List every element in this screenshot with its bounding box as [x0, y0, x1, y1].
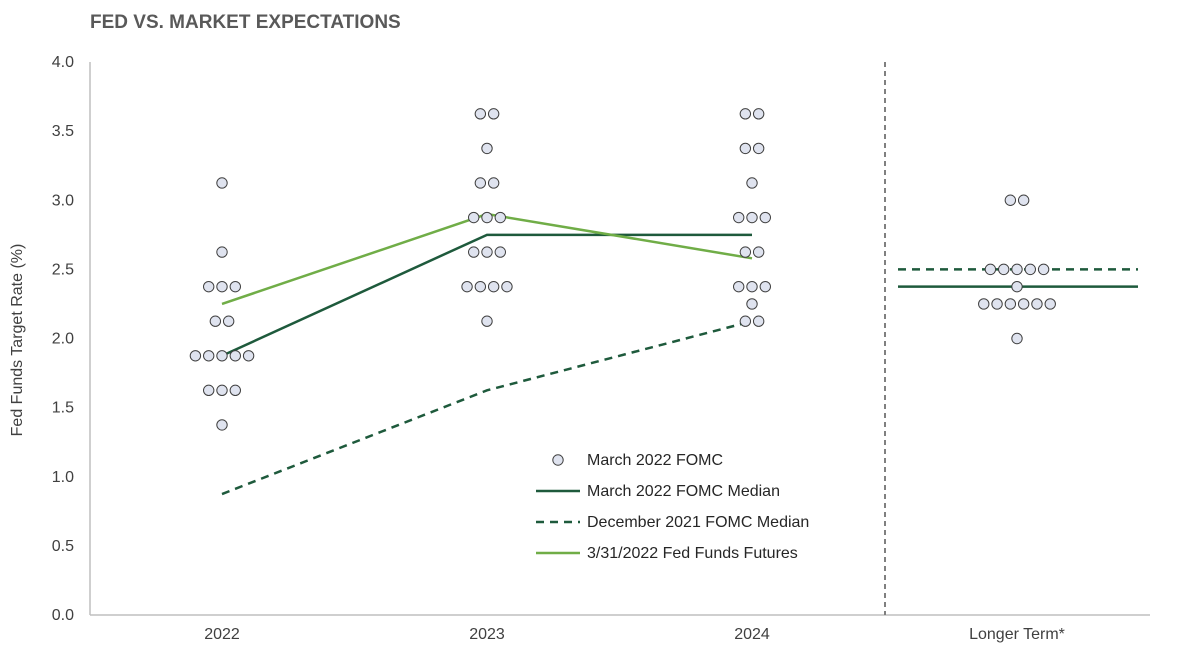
fomc-dot: [474, 177, 487, 189]
fomc-dot: [739, 108, 752, 120]
fomc-dots: [189, 108, 1056, 431]
fomc-dot: [733, 211, 745, 224]
fomc-dot: [1031, 298, 1043, 310]
y-tick-label: 3.5: [52, 123, 74, 140]
x-tick-labels: 2022 2023 2024 Longer Term*: [204, 626, 1065, 643]
fomc-dot: [1004, 194, 1017, 206]
legend-label: March 2022 FOMC: [587, 452, 723, 469]
fomc-dot: [1044, 298, 1056, 310]
fomc-dot: [487, 177, 500, 189]
fomc-dot: [739, 315, 752, 327]
fomc-dot: [1017, 194, 1030, 206]
fomc-dot: [487, 108, 500, 120]
fomc-dot: [229, 350, 242, 362]
fomc-dot: [474, 280, 487, 293]
x-tick-label: Longer Term*: [969, 626, 1065, 643]
fomc-dot: [481, 246, 493, 258]
fomc-dot: [216, 280, 228, 293]
fomc-dot: [203, 384, 215, 397]
series-line: [221, 212, 753, 306]
fomc-dot: [501, 280, 513, 293]
fomc-dot: [759, 211, 771, 224]
fomc-dot: [216, 246, 228, 258]
x-tick-label: 2024: [734, 626, 770, 643]
fomc-dot: [984, 263, 997, 276]
y-tick-label: 0.0: [52, 607, 74, 624]
fomc-dot: [209, 315, 222, 327]
fomc-dot: [1017, 298, 1030, 310]
fomc-dot: [494, 246, 506, 258]
series-line: [221, 233, 752, 357]
fomc-dot: [746, 177, 758, 189]
fomc-dot: [752, 108, 765, 120]
x-tick-label: 2023: [469, 626, 505, 643]
fomc-dot: [216, 350, 228, 362]
fomc-dot: [733, 280, 745, 293]
fomc-dot: [203, 350, 215, 362]
fomc-dot: [216, 384, 228, 397]
series-line: [221, 320, 753, 496]
fomc-dot: [494, 211, 506, 224]
legend-label: March 2022 FOMC Median: [587, 483, 780, 500]
fomc-dot: [739, 246, 752, 258]
fomc-dot: [487, 280, 500, 293]
y-tick-labels: 0.0 0.5 1.0 1.5 2.0 2.5 3.0 3.5 4.0: [52, 54, 74, 624]
fomc-dot: [1037, 263, 1050, 276]
fomc-dot: [752, 246, 765, 258]
fomc-dot: [1011, 280, 1023, 293]
fomc-dot: [242, 350, 255, 362]
fomc-dot: [1011, 332, 1023, 345]
fomc-dot: [759, 280, 771, 293]
legend: March 2022 FOMC March 2022 FOMC Median Dec…: [536, 452, 809, 562]
fomc-dot: [468, 211, 480, 224]
fomc-dot: [739, 142, 752, 155]
y-tick-label: 2.0: [52, 331, 74, 348]
fomc-dot: [746, 298, 758, 310]
fomc-dot: [746, 211, 758, 224]
fomc-dot: [1004, 298, 1017, 310]
y-tick-label: 3.0: [52, 192, 74, 209]
fomc-dot: [746, 280, 758, 293]
y-tick-label: 1.5: [52, 400, 74, 417]
y-tick-label: 0.5: [52, 538, 74, 555]
legend-dot-marker: [552, 454, 564, 466]
y-tick-label: 1.0: [52, 469, 74, 486]
fomc-dot: [216, 419, 228, 431]
fomc-dot: [752, 315, 765, 327]
y-tick-label: 4.0: [52, 54, 74, 71]
fomc-dot: [481, 142, 493, 155]
fomc-dot: [203, 280, 215, 293]
y-axis-label: Fed Funds Target Rate (%): [9, 244, 26, 437]
chart-title: FED VS. MARKET EXPECTATIONS: [90, 12, 401, 33]
fomc-dot: [991, 298, 1003, 310]
fomc-dot: [978, 298, 990, 310]
fomc-dot: [1024, 263, 1037, 276]
fomc-dot: [474, 108, 487, 120]
fomc-dot: [216, 177, 228, 189]
legend-label: December 2021 FOMC Median: [587, 514, 809, 531]
fomc-dot: [461, 280, 473, 293]
fomc-dot: [189, 350, 202, 362]
fomc-dot: [222, 315, 235, 327]
fomc-dot: [468, 246, 480, 258]
fomc-dot: [229, 280, 242, 293]
legend-label: 3/31/2022 Fed Funds Futures: [587, 545, 798, 562]
fomc-dot: [1011, 263, 1023, 276]
fomc-dot: [752, 142, 765, 155]
fomc-dot: [481, 315, 493, 327]
fomc-dot: [481, 211, 493, 224]
fomc-dot: [998, 263, 1010, 276]
x-tick-label: 2022: [204, 626, 240, 643]
y-tick-label: 2.5: [52, 261, 74, 278]
fomc-dot: [229, 384, 242, 397]
